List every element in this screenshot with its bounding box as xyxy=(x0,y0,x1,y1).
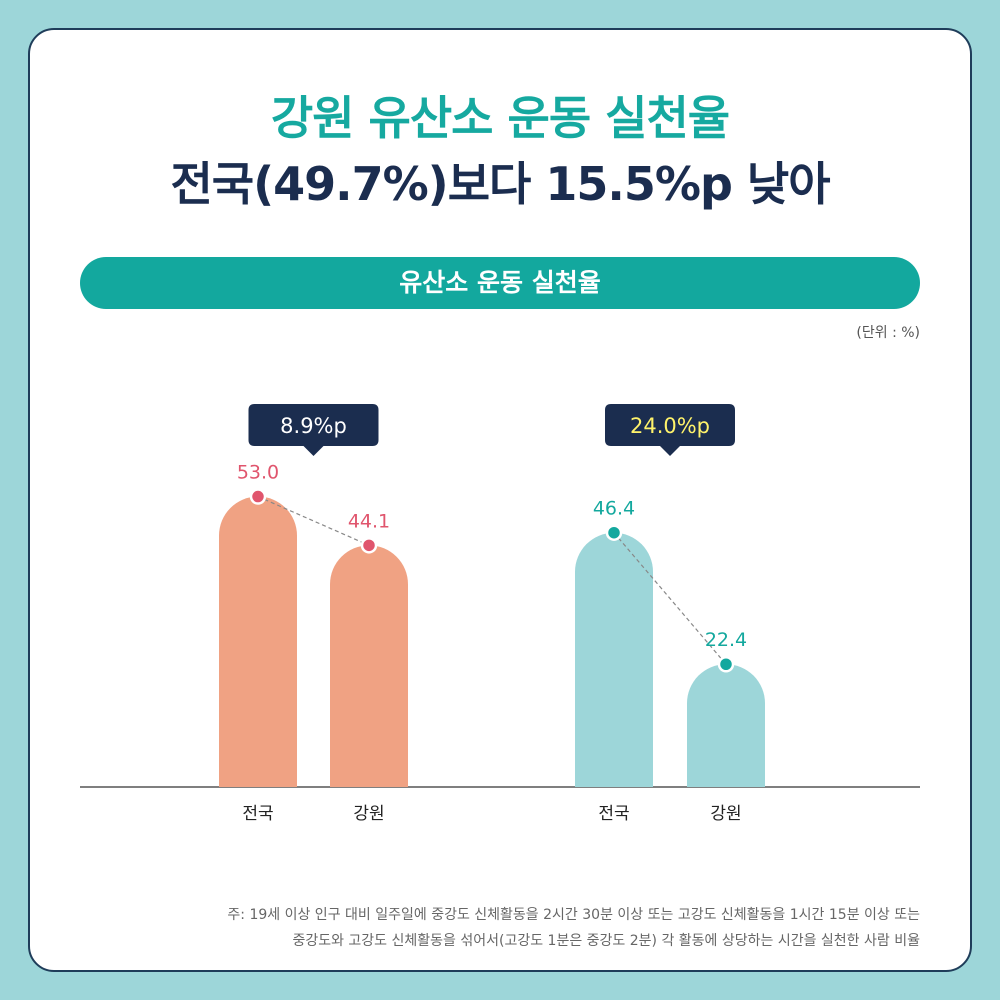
difference-label: 8.9%p xyxy=(280,414,347,438)
category-label: 강원 xyxy=(353,804,384,824)
bar xyxy=(687,664,765,787)
value-label: 53.0 xyxy=(237,462,279,484)
chart-title-pill: 유산소 운동 실천율 xyxy=(80,257,920,309)
card xyxy=(28,28,972,972)
difference-label: 24.0%p xyxy=(630,414,710,438)
category-label: 전국 xyxy=(242,804,273,824)
data-point xyxy=(605,524,623,541)
title-line1: 강원 유산소 운동 실천율 xyxy=(270,91,730,145)
connector-line xyxy=(257,496,370,546)
bar xyxy=(219,496,297,787)
bar xyxy=(575,532,653,787)
data-point xyxy=(717,655,735,673)
footnote-line1: 주: 19세 이상 인구 대비 일주일에 중강도 신체활동을 2시간 30분 이… xyxy=(227,907,920,923)
footnote: 주: 19세 이상 인구 대비 일주일에 중강도 신체활동을 2시간 30분 이… xyxy=(80,902,920,954)
difference-callout xyxy=(248,404,379,456)
difference-callout xyxy=(605,404,735,456)
value-label: 46.4 xyxy=(593,498,635,520)
unit-label: (단위 : %) xyxy=(856,325,920,341)
data-point xyxy=(360,537,378,554)
title-line2: 전국(49.7%)보다 15.5%p 낮아 xyxy=(170,157,830,211)
value-label: 22.4 xyxy=(705,629,747,651)
connector-line xyxy=(613,532,727,665)
footnote-line2: 중강도와 고강도 신체활동을 섞어서(고강도 1분은 중강도 2분) 각 활동에… xyxy=(292,933,920,949)
category-label: 전국 xyxy=(598,804,629,824)
category-label: 강원 xyxy=(710,804,741,824)
data-point xyxy=(249,488,267,505)
bar xyxy=(330,545,408,787)
value-label: 44.1 xyxy=(348,510,390,532)
